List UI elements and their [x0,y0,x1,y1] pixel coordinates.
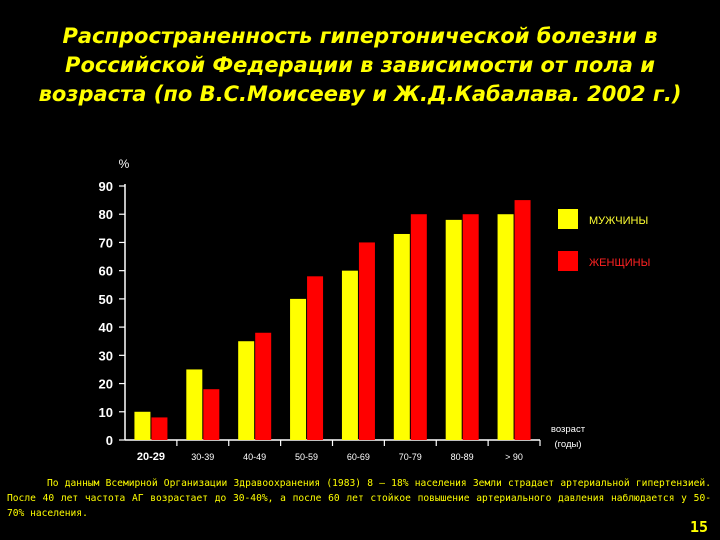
chart-bars [134,200,531,440]
x-tick-label: 50-59 [295,452,318,462]
legend-label: МУЖЧИНЫ [589,215,648,227]
bar-women [151,417,168,440]
bar-men [134,411,151,440]
legend-swatch [558,209,578,229]
bar-men [341,270,358,440]
y-tick-label: 10 [99,405,113,420]
bar-women [410,214,427,440]
x-tick-label: 40-49 [243,452,266,462]
x-tick-label: 60-69 [347,452,370,462]
legend-label: ЖЕНЩИНЫ [589,257,650,269]
x-axis-label-line: возраст [551,424,586,435]
x-axis-ticks: 20-29 30-39 40-49 50-59 60-69 70-79 80-89 > 90 [137,440,541,463]
x-tick-label: 70-79 [399,452,422,462]
bar-men [186,369,203,440]
bar-women [255,332,272,440]
y-tick-label: 50 [99,292,113,307]
y-tick-label: 90 [99,179,113,194]
y-tick-label: 70 [99,235,113,250]
y-tick-label: 80 [99,207,113,222]
x-tick-label: 30-39 [191,452,214,462]
y-axis-ticks: 0 10 20 30 40 50 60 70 80 90 [99,179,125,448]
chart-legend: МУЖЧИНЫ ЖЕНЩИНЫ [558,209,650,271]
y-tick-label: 20 [99,377,113,392]
page-number: 15 [689,518,708,536]
bar-men [393,233,410,440]
legend-swatch [558,251,578,271]
y-tick-label: 0 [106,433,113,448]
x-tick-label: 20-29 [137,451,165,463]
bar-women [462,214,479,440]
footnote-text: По данным Всемирной Организации Здравоох… [7,478,711,519]
bar-men [290,298,307,440]
x-axis-label: возраст (годы) [551,424,586,450]
slide-title: Распространенность гипертонической болез… [38,24,682,106]
y-tick-label: 40 [99,320,113,335]
bar-women [514,200,531,440]
y-tick-label: 30 [99,348,113,363]
y-axis-unit-label: % [119,157,130,171]
x-tick-label: > 90 [505,452,523,462]
bar-men [445,219,462,440]
bar-women [203,389,220,440]
bar-women [358,242,375,440]
bar-women [307,276,324,440]
bar-chart: % 0 10 20 30 40 50 60 70 80 90 20-29 30-39 40-49 50-… [99,157,651,463]
y-tick-label: 60 [99,264,113,279]
bar-men [497,214,514,440]
x-axis-label-line: (годы) [554,439,581,450]
bar-men [238,341,255,440]
x-tick-label: 80-89 [451,452,474,462]
